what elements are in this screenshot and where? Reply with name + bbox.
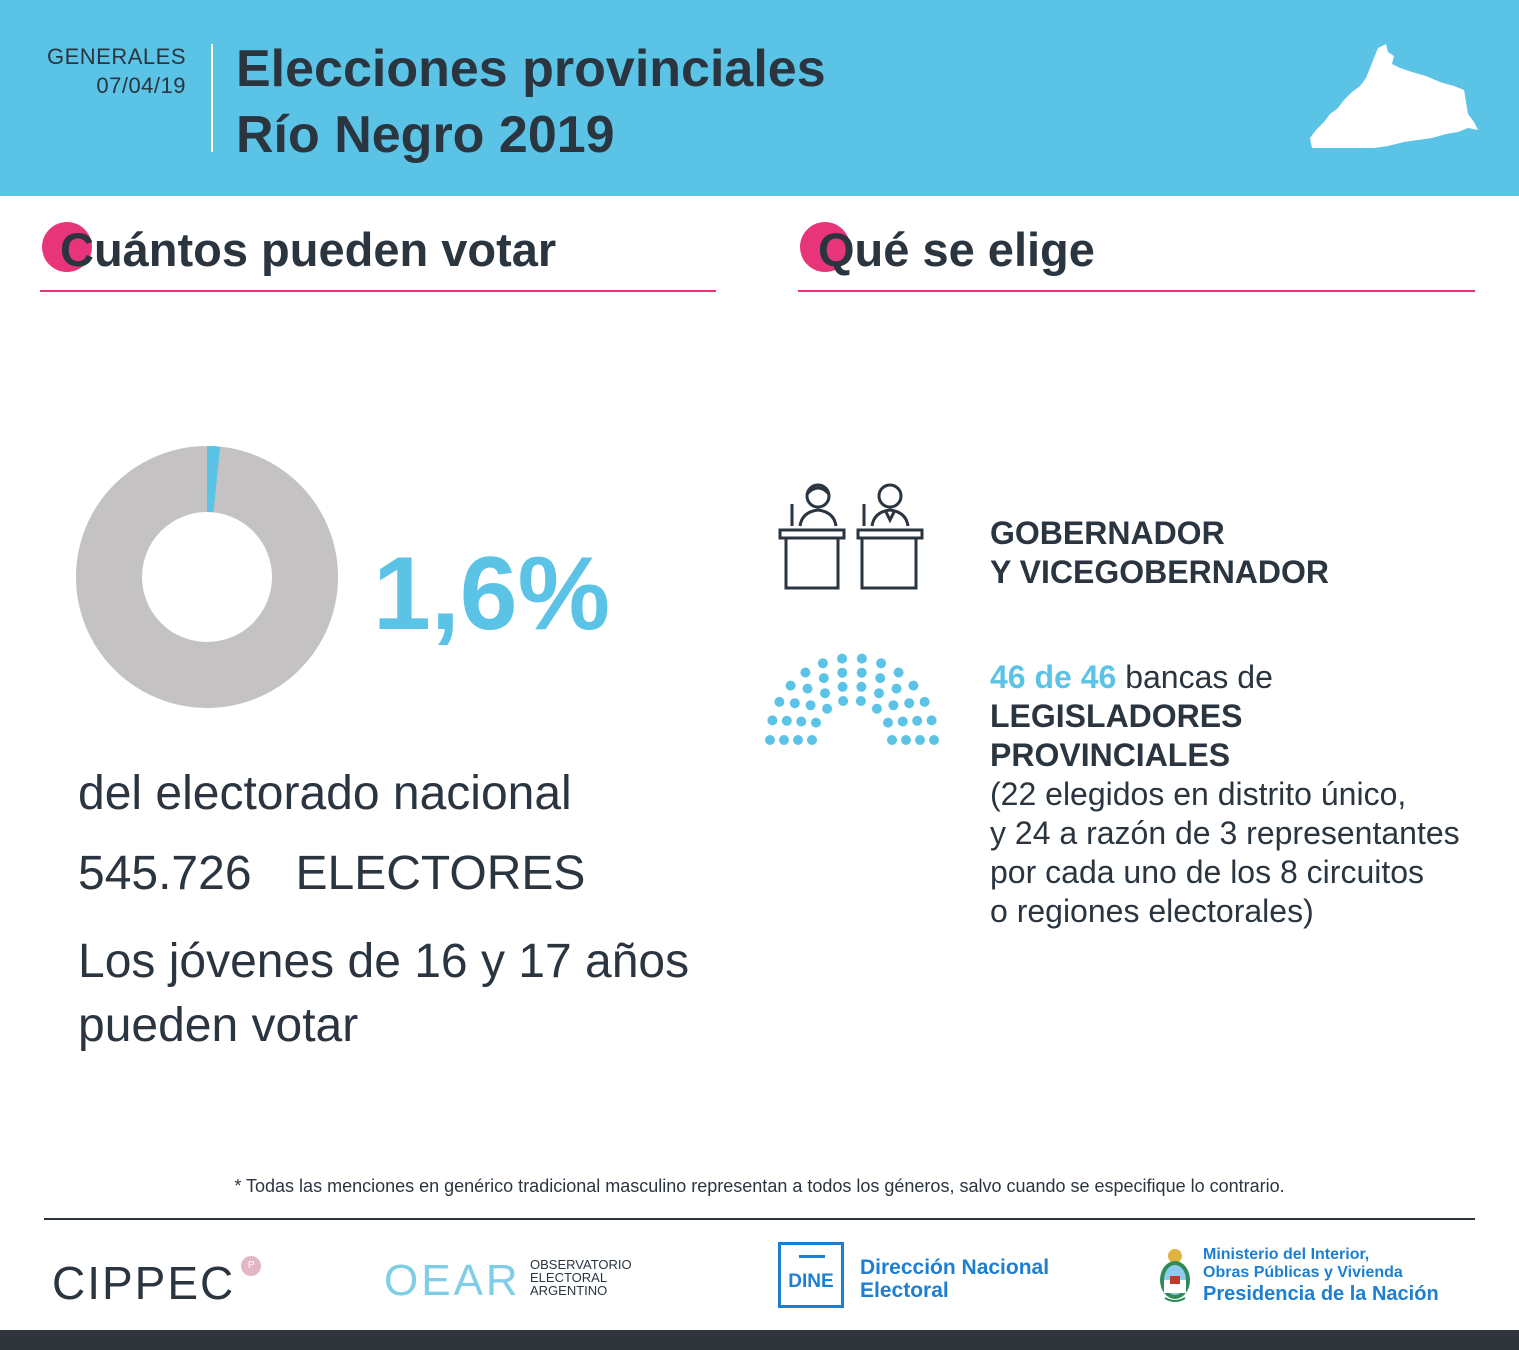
election-date: 07/04/19: [96, 73, 186, 98]
parliament-seat: [901, 735, 911, 745]
parliament-seat: [891, 683, 902, 694]
governor-line1: GOBERNADOR: [990, 515, 1225, 551]
footer-rule: [44, 1218, 1475, 1220]
parliament-seat: [781, 715, 792, 726]
dine-logo: DINE: [778, 1242, 844, 1308]
parliament-seat: [875, 673, 886, 684]
section-title-que-se-elige: Qué se elige: [800, 222, 1095, 277]
parliament-seat: [838, 696, 849, 706]
detail-line2: y 24 a razón de 3 representantes: [990, 815, 1460, 851]
parliament-seat: [837, 667, 848, 678]
section-title-cuantos: Cuántos pueden votar: [42, 222, 556, 277]
parliament-seat: [796, 716, 807, 727]
section-rule-left: [40, 290, 716, 292]
electorate-donut-chart: [76, 446, 338, 708]
page-title: Elecciones provinciales Río Negro 2019: [236, 36, 826, 168]
oear-logo: OEAR: [384, 1256, 521, 1305]
seats-line: 46 de 46 bancas de: [990, 658, 1460, 697]
cippec-logo: CIPPEC P: [52, 1256, 262, 1310]
electorate-label: del electorado nacional: [78, 767, 572, 820]
parliament-seat: [785, 680, 796, 691]
candidates-podium-icon: [778, 483, 924, 590]
parliament-seat: [897, 716, 908, 727]
legislators-line1: LEGISLADORES: [990, 698, 1243, 734]
ministry-name: Ministerio del Interior, Obras Públicas …: [1203, 1246, 1439, 1305]
detail-line3: por cada uno de los 8 circuitos: [990, 854, 1425, 890]
detail-line1: (22 elegidos en distrito único,: [990, 776, 1407, 812]
parliament-seat: [800, 667, 811, 678]
section-bullet: [42, 222, 92, 272]
parliament-seat: [926, 715, 937, 726]
electors-number: 545.726: [78, 847, 252, 900]
parliament-seat: [929, 735, 939, 745]
gender-footnote: * Todas las menciones en genérico tradic…: [234, 1176, 1285, 1196]
parliament-seat: [883, 717, 893, 728]
parliament-seat: [874, 688, 884, 699]
parliament-seat: [908, 680, 919, 691]
bottom-bar: [0, 1330, 1519, 1350]
national-coat-of-arms-icon: [1160, 1249, 1190, 1302]
youth-line-1: Los jóvenes de 16 y 17 años: [78, 935, 690, 988]
legislators-line2: PROVINCIALES: [990, 737, 1231, 773]
election-info: GENERALES 07/04/19: [47, 42, 186, 100]
governor-text: GOBERNADOR Y VICEGOBERNADOR: [990, 514, 1329, 592]
detail-line4: o regiones electorales): [990, 893, 1314, 929]
parliament-seat: [837, 681, 848, 692]
parliament-seat: [919, 696, 930, 707]
parliament-seats-icon: [765, 653, 939, 745]
parliament-seat: [876, 658, 887, 669]
youth-line-2: pueden votar: [78, 999, 359, 1052]
parliament-seat: [888, 700, 899, 711]
page-title-line2: Río Negro 2019: [236, 106, 615, 164]
parliament-seat: [893, 667, 904, 678]
parliament-seat: [767, 715, 778, 726]
seats-count: 46 de 46: [990, 659, 1117, 695]
electors-row: 545.726 ELECTORES: [78, 846, 585, 901]
governor-line2: Y VICEGOBERNADOR: [990, 554, 1330, 590]
parliament-seat: [805, 700, 816, 711]
parliament-seat: [887, 735, 897, 745]
parliament-seat: [818, 673, 829, 684]
parliament-seat: [915, 735, 925, 745]
rio-negro-map-icon: [1310, 44, 1478, 148]
parliament-seat: [789, 698, 800, 709]
election-kind: GENERALES: [47, 44, 186, 69]
parliament-seat: [817, 658, 828, 669]
parliament-seat: [855, 696, 866, 706]
seats-label: bancas de: [1125, 659, 1273, 695]
parliament-seat: [774, 696, 785, 707]
electorate-percentage: 1,6%: [373, 536, 611, 652]
parliament-seat: [856, 653, 867, 664]
parliament-seat: [856, 667, 867, 678]
electors-label: ELECTORES: [295, 847, 586, 900]
parliament-seat: [811, 717, 821, 728]
parliament-seat: [793, 735, 803, 745]
parliament-seat: [802, 683, 813, 694]
parliament-seat: [912, 715, 923, 726]
parliament-seat: [871, 703, 882, 714]
parliament-seat: [765, 735, 775, 745]
parliament-seat: [856, 681, 867, 692]
oear-logo-subtitle: OBSERVATORIO ELECTORAL ARGENTINO: [530, 1257, 632, 1298]
dine-name: Dirección Nacional Electoral: [860, 1256, 1050, 1302]
section-bullet: [800, 222, 850, 272]
legislators-text: 46 de 46 bancas de LEGISLADORES PROVINCI…: [990, 658, 1460, 931]
parliament-seat: [822, 703, 833, 714]
parliament-seat: [904, 698, 915, 709]
parliament-seat: [807, 735, 817, 745]
parliament-seat: [820, 688, 830, 699]
header-divider: [211, 44, 213, 152]
parliament-seat: [779, 735, 789, 745]
page-title-line1: Elecciones provinciales: [236, 40, 826, 98]
section-rule-right: [798, 290, 1475, 292]
parliament-seat: [837, 653, 848, 664]
header-banner: GENERALES 07/04/19 Elecciones provincial…: [0, 0, 1519, 196]
cippec-mark-icon: P: [241, 1256, 262, 1276]
